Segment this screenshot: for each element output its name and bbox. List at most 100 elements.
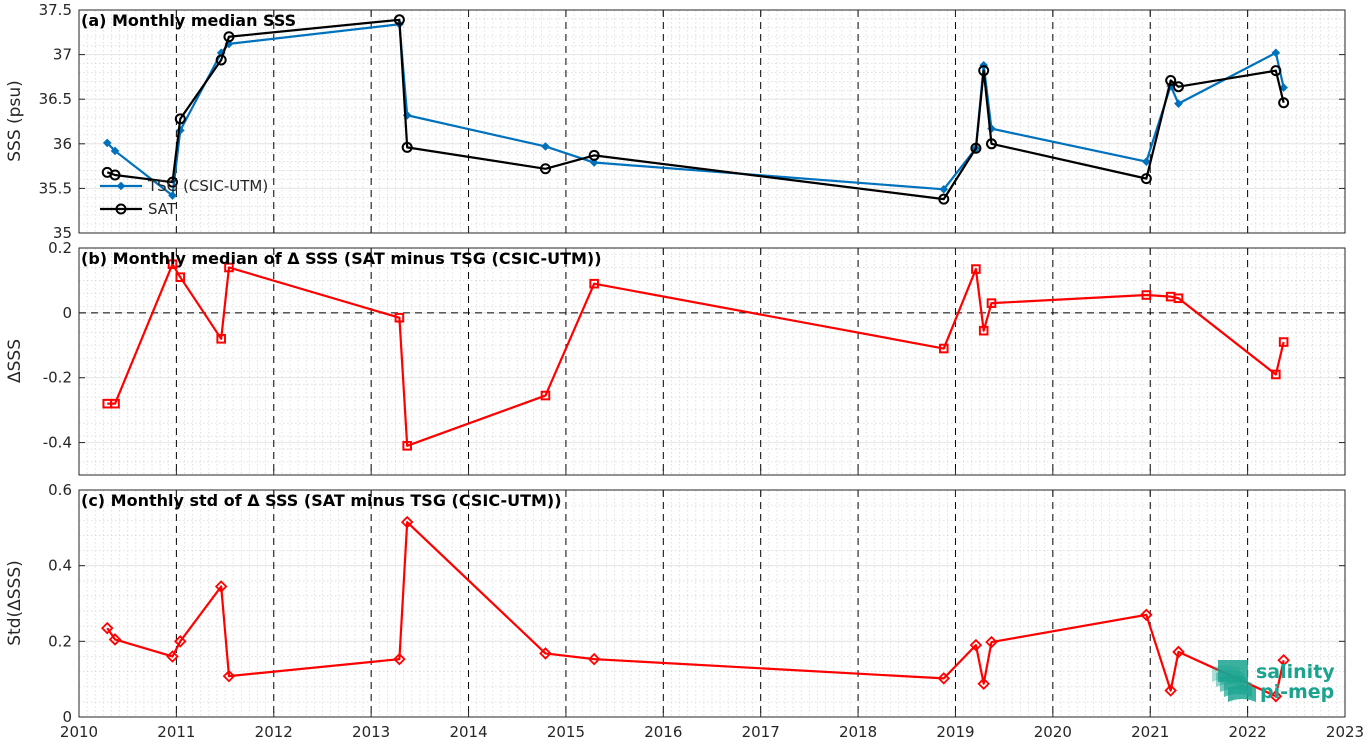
y-axis-label: Std(ΔSSS) [5, 560, 25, 646]
data-point [402, 441, 412, 451]
axes-box [78, 9, 1346, 234]
data-point [969, 638, 983, 652]
data-point [589, 158, 599, 167]
data-point [223, 31, 235, 43]
series-c-0 [100, 515, 1290, 703]
series-line [106, 521, 1285, 698]
data-point [978, 325, 989, 336]
legend-label: TSG (CSIC-UTM) [147, 177, 268, 195]
y-tick-label: 0 [62, 708, 72, 726]
data-point [401, 141, 413, 153]
x-tick-label: 2023 [1326, 723, 1364, 741]
y-tick-label: 0.4 [48, 557, 72, 575]
x-tick-label: 2013 [352, 723, 390, 741]
data-point [222, 669, 236, 683]
logo-block-shape [1218, 660, 1248, 682]
data-point [174, 113, 186, 125]
x-tick-label: 2014 [449, 723, 487, 741]
data-point [587, 652, 601, 666]
legend: TSG (CSIC-UTM) SAT [100, 177, 268, 218]
x-tick-label: 2015 [547, 723, 585, 741]
axes-box [78, 247, 1346, 476]
data-point [539, 647, 552, 660]
y-tick-label: 37.5 [39, 1, 72, 19]
data-point [588, 149, 600, 161]
data-point [167, 259, 178, 270]
x-tick-label: 2012 [255, 723, 293, 741]
data-point [1172, 81, 1184, 93]
data-point [977, 677, 990, 690]
panel-title: (b) Monthly median of Δ SSS (SAT minus T… [81, 249, 602, 268]
data-point [1271, 48, 1281, 58]
data-point [110, 146, 120, 156]
series-b-0 [102, 259, 1289, 451]
series-line [107, 263, 1285, 447]
y-tick-label: 36 [53, 135, 72, 153]
logo-text-pimep: pi-mep [1260, 681, 1334, 703]
data-point [175, 272, 186, 282]
data-point [1271, 369, 1281, 380]
data-point [985, 635, 998, 649]
x-tick-label: 2010 [60, 723, 98, 741]
x-tick-label: 2018 [839, 723, 877, 741]
y-tick-label: -0.2 [43, 369, 72, 387]
y-tick-label: 35.5 [39, 179, 72, 197]
data-point [1174, 99, 1183, 108]
data-point [938, 343, 949, 354]
panel-title: (a) Monthly median SSS [81, 11, 296, 30]
data-point [1279, 83, 1288, 92]
data-point [1142, 157, 1151, 166]
data-point [1270, 65, 1282, 77]
data-point [400, 515, 414, 529]
data-point [109, 169, 121, 181]
data-point [215, 54, 227, 66]
legend-swatch-marker [116, 181, 126, 191]
y-tick-label: 36.5 [39, 90, 72, 108]
data-point [970, 142, 982, 154]
y-tick-label: 37 [53, 46, 72, 64]
x-tick-label: 2011 [157, 723, 195, 741]
data-point [216, 334, 226, 344]
data-point [541, 142, 550, 151]
data-point [393, 14, 405, 26]
legend-label: SAT [148, 200, 177, 218]
data-point [1173, 293, 1184, 304]
data-point [978, 65, 990, 77]
data-point [971, 264, 981, 274]
data-point [102, 138, 112, 148]
data-point [174, 635, 187, 648]
x-tick-label: 2016 [644, 723, 682, 741]
x-tick-label: 2021 [1131, 723, 1169, 741]
panel-title: (c) Monthly std of Δ SSS (SAT minus TSG … [81, 491, 562, 510]
data-point [540, 390, 551, 401]
data-point [1141, 290, 1152, 300]
data-point [1269, 689, 1283, 703]
y-tick-label: 0.2 [48, 632, 72, 650]
data-point [937, 672, 951, 685]
y-tick-label: -0.4 [43, 434, 72, 452]
y-tick-label: 0.6 [48, 481, 72, 499]
legend-swatch-marker [115, 203, 127, 215]
data-point [166, 650, 179, 663]
data-point [108, 633, 122, 646]
logo-text-salinity: salinity [1256, 661, 1335, 683]
data-point [589, 278, 599, 289]
data-point [214, 580, 228, 593]
x-tick-label: 2022 [1229, 723, 1267, 741]
x-tick-label: 2019 [936, 723, 974, 741]
logo-wave-shape [1228, 685, 1256, 702]
panel-a: 35 35.5 36 36.5 37 37.5 SSS (psu) (a) Monthly m… [5, 1, 1346, 242]
y-axis-label: ΔSSS [5, 339, 25, 383]
grid [79, 247, 1345, 476]
data-point [539, 163, 551, 175]
data-point [938, 193, 950, 205]
y-tick-label: 0 [62, 304, 72, 322]
data-point [939, 184, 949, 194]
y-tick-label: 35 [53, 224, 72, 242]
data-point [394, 312, 405, 323]
data-point [1140, 608, 1153, 622]
y-tick-label: 0.2 [48, 239, 72, 257]
x-tick-label: 2020 [1034, 723, 1072, 741]
